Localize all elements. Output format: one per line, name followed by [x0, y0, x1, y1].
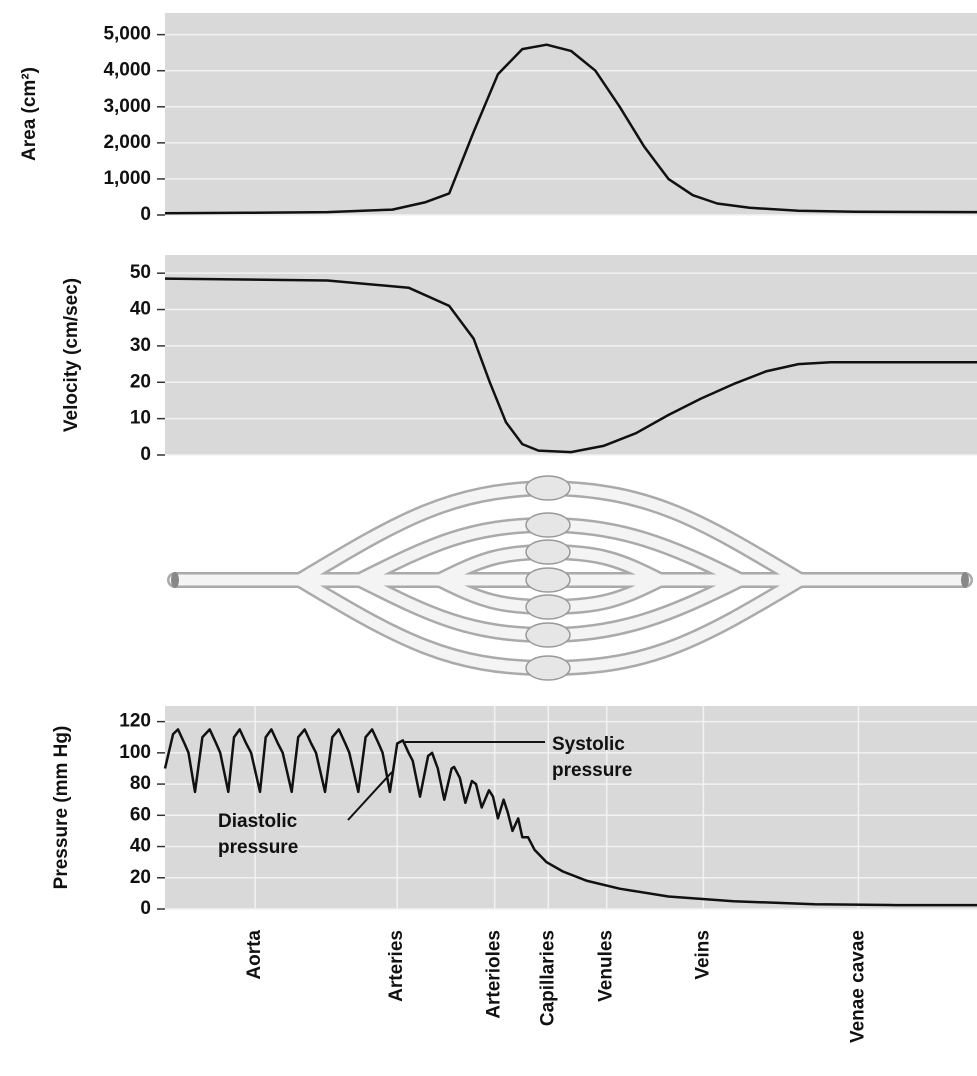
y-tick-label: 10 [130, 408, 151, 429]
y-tick-label: 30 [130, 335, 151, 356]
x-tick-label: Aorta [244, 930, 265, 980]
y-tick-label: 40 [130, 836, 151, 857]
y-tick-label: 0 [140, 444, 151, 465]
x-tick-label: Arterioles [484, 930, 505, 1019]
y-tick-label: 50 [130, 262, 151, 283]
plot-background [165, 13, 977, 215]
y-tick-label: 40 [130, 299, 151, 320]
y-axis-title: Velocity (cm/sec) [61, 278, 82, 432]
annotation: Diastolic pressure [218, 811, 298, 858]
y-tick-label: 20 [130, 867, 151, 888]
data-line [164, 43, 977, 215]
x-tick-label: Arteries [386, 930, 407, 1002]
annotation: Systolic pressure [552, 734, 632, 781]
y-tick-label: 0 [140, 204, 151, 225]
y-tick-label: 2,000 [103, 132, 151, 153]
y-tick-label: 1,000 [103, 168, 151, 189]
y-tick-label: 120 [119, 711, 151, 732]
x-tick-label: Capillaries [537, 930, 558, 1026]
y-axis-title: Pressure (mm Hg) [51, 726, 72, 890]
plot-background [165, 255, 977, 455]
y-tick-label: 20 [130, 371, 151, 392]
y-axis-title: Area (cm²) [19, 67, 40, 161]
vessel-diagram [167, 475, 973, 681]
y-tick-label: 3,000 [103, 96, 151, 117]
annotation-leader [347, 771, 393, 821]
y-tick-label: 5,000 [103, 24, 151, 45]
y-tick-label: 80 [130, 773, 151, 794]
x-tick-label: Venae cavae [847, 930, 868, 1043]
data-line [163, 728, 977, 907]
y-tick-label: 100 [119, 742, 151, 763]
y-tick-label: 60 [130, 804, 151, 825]
x-tick-label: Venules [596, 930, 617, 1002]
data-line [164, 277, 977, 454]
x-tick-label: Veins [692, 930, 713, 980]
y-tick-label: 0 [140, 898, 151, 919]
y-tick-label: 4,000 [103, 60, 151, 81]
